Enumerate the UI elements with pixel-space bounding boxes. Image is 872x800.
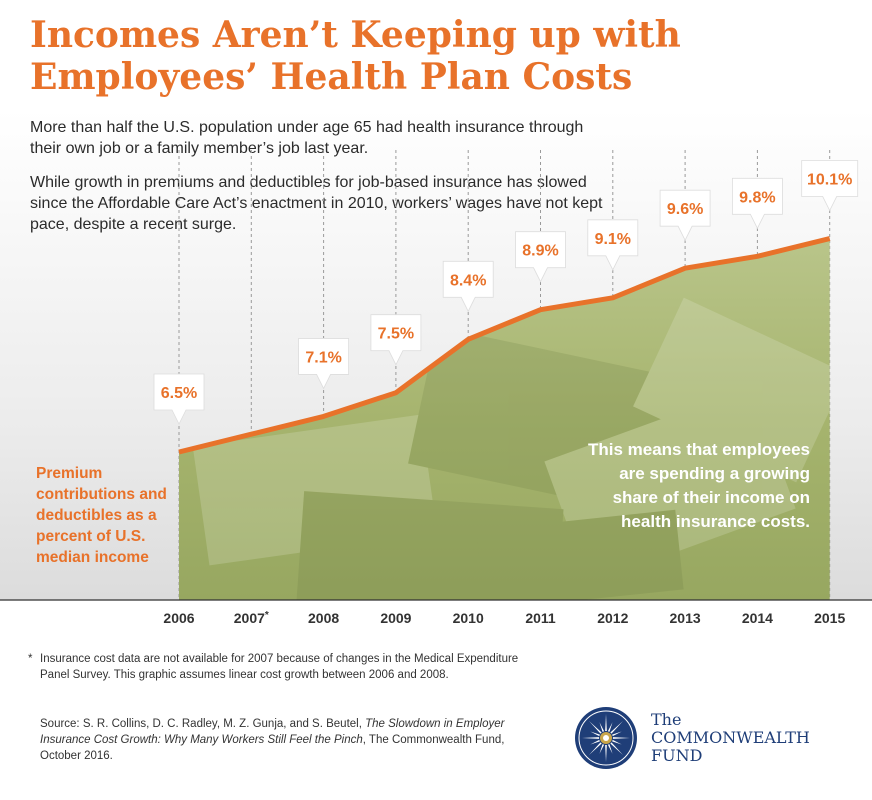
intro-paragraph-1: More than half the U.S. population under… [30,119,584,157]
seal-ray [599,722,605,732]
callout-label: 9.1% [595,231,631,248]
x-tick-label: 2006 [163,610,194,626]
callout-2013: 9.6% [659,189,711,242]
callout-label: 8.9% [522,243,558,260]
x-tick-label: 2014 [742,610,773,626]
callout-label: 7.1% [305,349,341,366]
source-title: The Slowdown in Employer Insurance Cost … [40,718,505,746]
callout-bubble [732,177,783,230]
x-axis-ticks: 2006 2007* 2008 2009 2010 2011 2012 2013 2014 201… [163,610,845,626]
x-tick-label: 2015 [814,610,845,626]
callout-bubble [801,160,859,212]
x-tick-label: 2009 [380,610,411,626]
source-prefix: Source: S. R. Collins, D. C. Radley, M. … [40,718,366,730]
logo-line-1: The [651,710,682,729]
callout-2014: 9.8% [732,177,783,230]
seal-ray [610,721,623,734]
commonwealth-fund-logo: The COMMONWEALTH FUND [573,705,833,775]
x-tick-label: 2010 [453,610,484,626]
seal-ray [610,742,623,755]
seal-ray [607,722,613,732]
source-suffix: , The Commonwealth Fund, October 2016. [40,734,505,762]
x-tick-label: 2013 [670,610,701,626]
callout-2012: 9.1% [587,219,639,271]
logo-line-2: COMMONWEALTH [651,728,810,747]
callout-label: 7.5% [378,326,414,343]
x-tick-label: 2008 [308,610,339,626]
footnote: * Insurance cost data are not available … [28,651,530,683]
source-citation: Source: S. R. Collins, D. C. Radley, M. … [40,716,540,764]
texture-shape [476,509,684,600]
annotation-text: This means that employees are spending a… [587,440,810,531]
texture-shape [544,386,796,584]
callout-bubble [370,314,422,366]
callout-label: 6.5% [161,385,197,402]
x-tick-label: 2007* [234,610,269,626]
value-callouts: 6.5% 7.1% 7.5% 8.4% 8.9% 9.1% 9.6% 9.8% 10.1% [153,160,859,425]
callout-label: 10.1% [807,172,852,189]
series-line [178,236,831,455]
callout-bubble [515,231,566,283]
seal-ray [582,737,600,739]
seal-ray [590,739,600,745]
callout-2015: 10.1% [801,160,859,212]
texture-shape [192,414,438,566]
page-title: Incomes Aren’t Keeping up with Employees… [30,14,681,98]
texture-shape [296,491,564,600]
callout-label: 8.4% [450,272,486,289]
seal-ray [589,742,602,755]
callout-label: 9.6% [667,201,703,218]
area-chart: 6.5% 7.1% 7.5% 8.4% 8.9% 9.1% 9.6% 9.8% 10.1% 20… [0,150,872,626]
seal-ray [612,737,630,739]
texture-shape [408,326,672,514]
x-tick-label: 2011 [525,610,556,626]
callout-bubble [442,260,494,313]
callout-2010: 8.4% [442,260,494,313]
callout-bubble [153,373,205,425]
callout-2011: 8.9% [515,231,566,283]
seal-ray [605,744,607,762]
seal-ray [599,744,605,754]
footnote-marker: * [28,653,33,665]
logo-text: The COMMONWEALTH FUND [651,711,810,765]
callout-bubble [659,189,711,242]
area-fill [179,238,830,600]
callout-label: 9.8% [739,189,775,206]
seal-ray [590,731,600,737]
seal-ray [612,731,622,737]
seal-ray [612,739,622,745]
money-texture [192,297,830,600]
callout-2006: 6.5% [153,373,205,425]
x-tick-label: 2012 [597,610,628,626]
seal-ray [605,714,607,732]
star-seal-icon [575,707,637,769]
series-label: Premium contributions and deductibles as… [36,465,167,566]
texture-shape [633,297,830,483]
callout-bubble [298,338,349,390]
seal-ray [607,744,613,754]
callout-2008: 7.1% [298,338,349,390]
callout-bubble [587,219,639,271]
footnote-text: Insurance cost data are not available fo… [40,653,519,681]
callout-2009: 7.5% [370,314,422,366]
seal-ray [589,721,602,734]
logo-line-3: FUND [651,746,703,765]
intro-paragraph-2: While growth in premiums and deductibles… [30,174,603,233]
